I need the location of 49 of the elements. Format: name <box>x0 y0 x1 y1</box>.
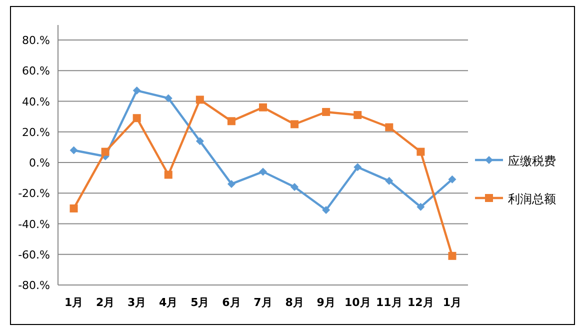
point <box>101 148 110 156</box>
point <box>227 117 236 126</box>
x-tick-label: 8月 <box>285 296 304 309</box>
point <box>290 183 299 191</box>
point <box>385 123 394 132</box>
point <box>385 176 394 185</box>
point <box>322 206 330 214</box>
y-tick-label: 0.% <box>29 156 50 170</box>
y-tick-label: 20.% <box>22 126 50 139</box>
x-tick-label: 7月 <box>254 296 272 309</box>
point <box>196 96 204 104</box>
point <box>164 170 172 179</box>
point <box>259 103 267 112</box>
x-tick-label: 3月 <box>128 296 146 309</box>
x-tick-label: 5月 <box>190 296 210 309</box>
y-tick-label: 80.% <box>22 34 50 47</box>
x-tick-label: 2月 <box>96 296 115 309</box>
point <box>416 202 425 211</box>
y-tick-label: 40.% <box>22 95 50 108</box>
legend-label: 应缴税费 <box>508 154 556 168</box>
point <box>132 86 141 95</box>
point <box>70 204 78 212</box>
point <box>354 163 362 172</box>
x-tick-label: 10月 <box>344 296 371 309</box>
point <box>448 175 456 184</box>
point <box>196 137 204 146</box>
y-tick-label: -80.% <box>18 279 50 292</box>
x-tick-label: 6月 <box>222 296 241 309</box>
point <box>227 180 236 188</box>
point <box>448 252 456 260</box>
y-tick-label: -20.% <box>18 187 50 200</box>
x-tick-label: 4月 <box>159 296 178 309</box>
x-tick-label: 9月 <box>316 296 336 309</box>
y-tick-label: -60.% <box>18 248 50 262</box>
point <box>70 146 78 154</box>
x-tick-label: 1月 <box>442 296 462 309</box>
point <box>322 108 330 116</box>
x-tick-label: 1月 <box>64 296 84 309</box>
point <box>259 168 267 176</box>
y-tick-label: 60.% <box>22 64 50 78</box>
point <box>164 94 172 102</box>
legend-label: 利润总额 <box>508 192 556 206</box>
point <box>290 120 299 128</box>
point <box>416 148 425 156</box>
point <box>354 111 362 120</box>
x-tick-label: 11月 <box>376 296 402 309</box>
y-tick-label: -40.% <box>18 218 50 231</box>
x-tick-label: 12月 <box>408 296 434 309</box>
point <box>132 114 141 122</box>
